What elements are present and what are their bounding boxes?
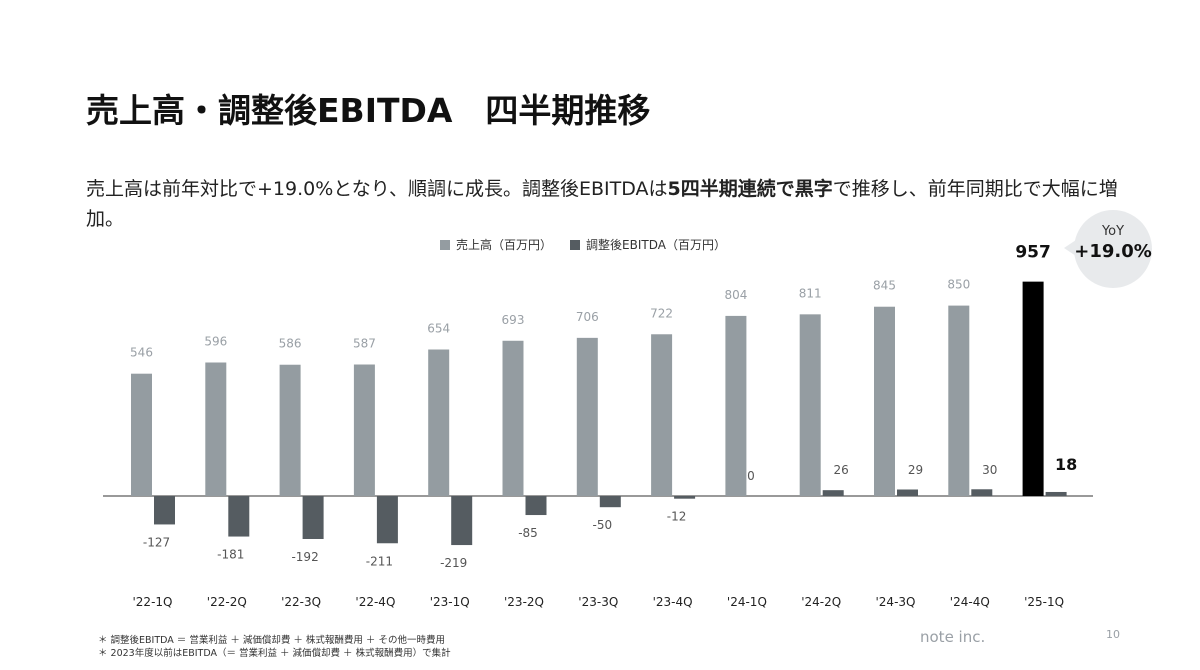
- revenue-bar: [725, 315, 747, 496]
- revenue-value-label: 706: [576, 310, 599, 324]
- x-tick-label: '24-3Q: [876, 595, 916, 609]
- ebitda-value-label: -181: [217, 548, 244, 562]
- revenue-bar: [948, 305, 970, 496]
- ebitda-value-label: 0: [747, 469, 755, 483]
- x-tick-label: '24-1Q: [727, 595, 767, 609]
- ebitda-bar: [228, 496, 250, 537]
- legend-swatch-revenue: [440, 239, 450, 250]
- ebitda-value-label: 26: [834, 463, 849, 477]
- x-tick-label: '23-4Q: [653, 595, 693, 609]
- ebitda-value-label: -12: [667, 510, 687, 524]
- ebitda-value-label: -127: [143, 535, 170, 549]
- ebitda-bar: [451, 496, 473, 546]
- ebitda-bar: [897, 489, 918, 496]
- page-subtitle: 売上高は前年対比で+19.0%となり、順調に成長。調整後EBITDAは5四半期連…: [86, 174, 1126, 234]
- footnotes: ＊ 調整後EBITDA ＝ 営業利益 ＋ 減価償却費 ＋ 株式報酬費用 ＋ その…: [98, 634, 451, 660]
- x-tick-label: '23-2Q: [504, 595, 544, 609]
- legend-label-revenue: 売上高（百万円）: [456, 238, 553, 252]
- subtitle-text-2: で推移し、前年同期比で大幅に増加。: [86, 178, 1118, 230]
- revenue-bar: [651, 334, 673, 496]
- ebitda-bar: [599, 496, 621, 508]
- revenue-bar: [131, 373, 152, 496]
- yoy-value: +19.0%: [1074, 241, 1152, 262]
- x-tick-label: '23-1Q: [430, 595, 470, 609]
- revenue-value-label: 957: [1015, 243, 1051, 263]
- revenue-value-label: 586: [279, 337, 302, 351]
- revenue-bar: [1022, 281, 1044, 496]
- ebitda-value-label: -50: [592, 518, 612, 532]
- x-tick-label: '22-1Q: [133, 595, 173, 609]
- revenue-bar: [874, 306, 895, 496]
- page-title: 売上高・調整後EBITDA 四半期推移: [86, 91, 651, 130]
- revenue-value-label: 596: [204, 334, 227, 348]
- revenue-value-label: 693: [502, 313, 525, 327]
- revenue-value-label: 722: [650, 306, 673, 320]
- ebitda-value-label: -211: [366, 554, 393, 568]
- revenue-value-label: 811: [799, 286, 822, 300]
- yoy-bubble: YoY +19.0%: [1064, 210, 1152, 288]
- legend-item-ebitda: 調整後EBITDA（百万円）: [570, 236, 726, 253]
- yoy-label: YoY: [1101, 224, 1125, 239]
- revenue-value-label: 587: [353, 337, 376, 351]
- footnote-2: ＊ 2023年度以前はEBITDA（＝ 営業利益 ＋ 減価償却費 ＋ 株式報酬費…: [98, 648, 451, 659]
- ebitda-bar: [376, 496, 398, 544]
- ebitda-value-label: 18: [1055, 455, 1077, 474]
- ebitda-bar: [674, 496, 696, 499]
- x-tick-label: '23-3Q: [578, 595, 618, 609]
- revenue-value-label: 654: [427, 322, 450, 336]
- revenue-bar: [799, 314, 821, 496]
- subtitle-text-1: 売上高は前年対比で+19.0%となり、順調に成長。調整後EBITDAは: [86, 178, 668, 200]
- revenue-bar: [279, 364, 301, 496]
- brand-name: note inc.: [920, 628, 986, 646]
- x-tick-label: '22-4Q: [355, 595, 395, 609]
- ebitda-value-label: -219: [440, 556, 467, 570]
- ebitda-value-label: -192: [291, 550, 318, 564]
- page-number: 10: [1106, 628, 1120, 641]
- revenue-bar: [428, 349, 450, 496]
- chart-legend: 売上高（百万円） 調整後EBITDA（百万円）: [440, 236, 726, 253]
- legend-swatch-ebitda: [570, 239, 581, 250]
- ebitda-bar: [822, 490, 844, 496]
- x-tick-label: '22-2Q: [207, 595, 247, 609]
- revenue-value-label: 850: [947, 278, 970, 292]
- x-tick-label: '24-2Q: [801, 595, 841, 609]
- revenue-bar: [205, 362, 227, 496]
- ebitda-bar: [971, 489, 993, 496]
- ebitda-bar: [1045, 491, 1067, 496]
- legend-label-ebitda: 調整後EBITDA（百万円）: [586, 238, 726, 252]
- x-tick-label: '25-1Q: [1024, 595, 1064, 609]
- ebitda-bar: [525, 496, 547, 516]
- ebitda-value-label: 29: [908, 463, 923, 477]
- revenue-value-label: 546: [130, 346, 153, 360]
- ebitda-value-label: 30: [982, 463, 997, 477]
- subtitle-bold-text: 5四半期連続で黒字: [667, 178, 833, 200]
- revenue-bar: [502, 340, 524, 496]
- x-tick-label: '22-3Q: [281, 595, 321, 609]
- ebitda-bar: [302, 496, 324, 540]
- revenue-value-label: 804: [724, 288, 747, 302]
- legend-item-revenue: 売上高（百万円）: [440, 236, 552, 253]
- ebitda-bar: [154, 496, 175, 525]
- x-tick-label: '24-4Q: [950, 595, 990, 609]
- ebitda-value-label: -85: [518, 526, 538, 540]
- footnote-1: ＊ 調整後EBITDA ＝ 営業利益 ＋ 減価償却費 ＋ 株式報酬費用 ＋ その…: [98, 635, 445, 646]
- revenue-bar: [353, 364, 375, 496]
- revenue-value-label: 845: [873, 279, 896, 293]
- revenue-bar: [576, 337, 598, 496]
